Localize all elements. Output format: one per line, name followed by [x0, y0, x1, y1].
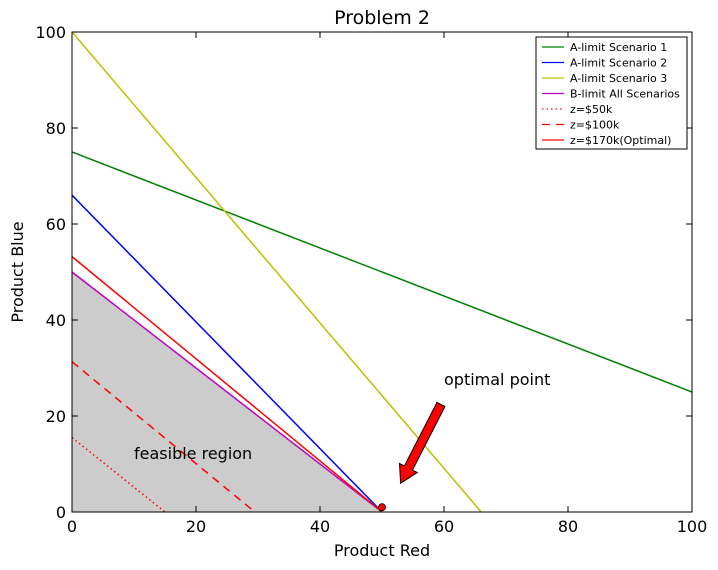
- optimal-point-marker: [378, 503, 386, 512]
- y-tick-label: 80: [46, 119, 66, 138]
- annotation-optimal-point: optimal point: [444, 370, 550, 389]
- optimal-point-arrow: [398, 401, 446, 485]
- series-line-1: [72, 151, 692, 393]
- x-tick-label: 0: [67, 517, 77, 536]
- x-tick-label: 40: [310, 517, 330, 536]
- legend-label-6: z=$100k: [570, 119, 620, 132]
- series-line-6: [72, 361, 256, 512]
- x-tick-label: 60: [434, 517, 454, 536]
- x-tick-label: 100: [677, 517, 708, 536]
- plot-frame: [71, 31, 693, 513]
- legend-label-5: z=$50k: [570, 103, 613, 116]
- legend-label-4: B-limit All Scenarios: [570, 88, 680, 101]
- legend-label-2: A-limit Scenario 2: [570, 57, 667, 70]
- series-line-5: [72, 437, 166, 512]
- series-line-7: [72, 256, 383, 512]
- series-line-3: [72, 32, 482, 512]
- legend-label-7: z=$170k(Optimal): [570, 134, 671, 147]
- legend-label-3: A-limit Scenario 3: [570, 72, 667, 85]
- series-line-4: [72, 271, 383, 512]
- y-tick-label: 60: [46, 215, 66, 234]
- y-tick-label: 40: [46, 311, 66, 330]
- y-tick-label: 0: [56, 503, 66, 522]
- y-tick-label: 20: [46, 407, 66, 426]
- x-tick-label: 20: [186, 517, 206, 536]
- legend-label-1: A-limit Scenario 1: [570, 41, 667, 54]
- x-tick-label: 80: [558, 517, 578, 536]
- y-axis-label: Product Blue: [8, 221, 27, 322]
- x-axis-label: Product Red: [334, 541, 430, 560]
- series-line-2: [72, 194, 383, 512]
- plot-area: 0 20 40 60 80 100 0 20 40 60 80 100 feasible region o…: [35, 23, 707, 536]
- chart-title: Problem 2: [334, 7, 430, 29]
- y-tick-label: 100: [35, 23, 66, 42]
- annotation-feasible-region: feasible region: [134, 444, 252, 463]
- legend: A-limit Scenario 1 A-limit Scenario 2 A-li…: [535, 36, 688, 150]
